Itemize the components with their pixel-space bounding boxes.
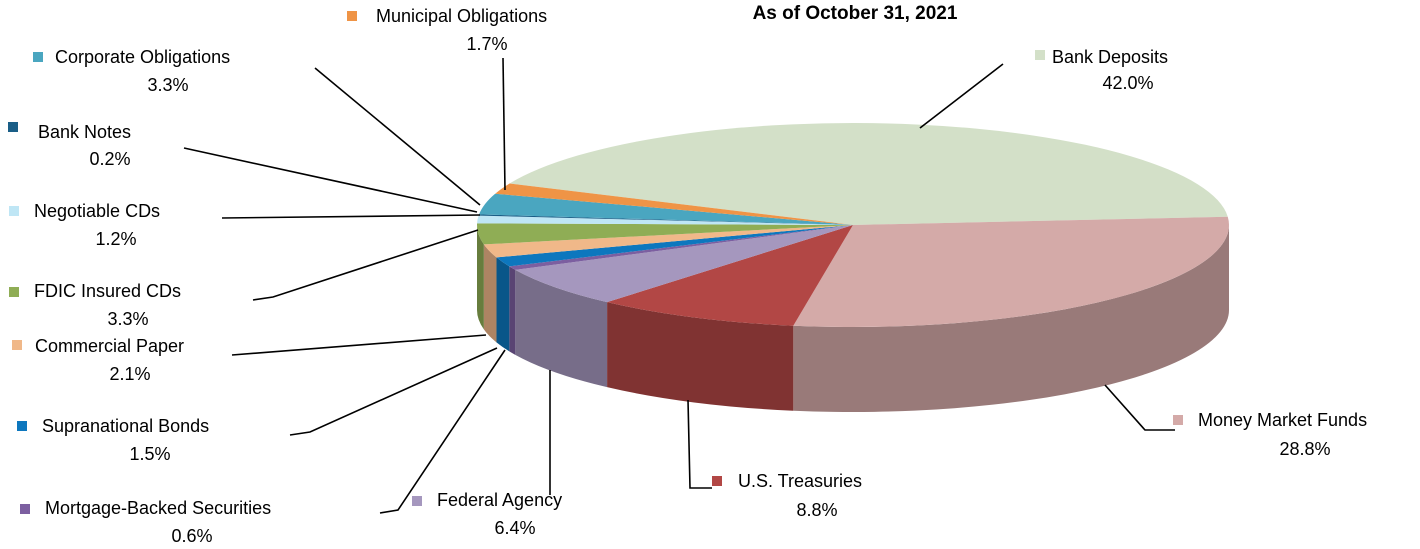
value-label: 0.6% — [171, 526, 212, 546]
pie-slice — [479, 193, 853, 225]
pie-side — [509, 266, 516, 355]
leader-line — [183, 147, 478, 213]
pie-slice — [515, 225, 853, 303]
pie-slice — [483, 225, 853, 258]
category-label: Money Market Funds — [1198, 410, 1367, 430]
value-label: 6.4% — [494, 518, 535, 538]
leader-line — [502, 57, 506, 191]
pie-side — [496, 257, 510, 352]
category-label: Commercial Paper — [35, 336, 184, 356]
leader-line — [687, 399, 712, 489]
category-label: FDIC Insured CDs — [34, 281, 181, 301]
value-label: 42.0% — [1102, 73, 1153, 93]
leader-line — [252, 229, 479, 301]
category-label: Negotiable CDs — [34, 201, 160, 221]
chart-title: As of October 31, 2021 — [753, 3, 958, 24]
value-label: 1.7% — [466, 34, 507, 54]
pie-slice — [509, 123, 1228, 225]
category-label: Mortgage-Backed Securities — [45, 498, 271, 518]
pie-slice — [477, 215, 853, 225]
label-swatch — [33, 52, 43, 62]
category-label: Federal Agency — [437, 490, 562, 510]
pie-side — [793, 225, 1229, 412]
leader-line — [919, 63, 1004, 129]
label-swatch — [9, 287, 19, 297]
pie-slice — [477, 223, 853, 245]
leader-line — [221, 214, 481, 219]
pie-slice — [496, 225, 853, 267]
pie-slice — [793, 216, 1229, 327]
leader-line — [379, 349, 506, 514]
label-swatch — [20, 504, 30, 514]
value-label: 8.8% — [796, 500, 837, 520]
pie-side — [607, 302, 794, 411]
leader-line — [231, 334, 487, 356]
leader-line — [289, 347, 498, 436]
value-label: 3.3% — [107, 309, 148, 329]
pie-slice — [495, 183, 853, 225]
pie-side — [477, 225, 484, 330]
value-label: 1.5% — [129, 444, 170, 464]
value-label: 28.8% — [1279, 439, 1330, 459]
leader-line — [314, 67, 481, 206]
value-label: 2.1% — [109, 364, 150, 384]
value-label: 0.2% — [89, 149, 130, 169]
category-label: U.S. Treasuries — [738, 471, 862, 491]
label-swatch — [8, 122, 18, 132]
label-swatch — [712, 476, 722, 486]
pie-slice — [478, 214, 853, 225]
pie-side — [515, 269, 608, 388]
category-label: Corporate Obligations — [55, 47, 230, 67]
category-label: Municipal Obligations — [376, 6, 547, 26]
value-label: 1.2% — [95, 229, 136, 249]
category-label: Bank Deposits — [1052, 47, 1168, 67]
label-swatch — [347, 11, 357, 21]
label-swatch — [12, 340, 22, 350]
category-label: Supranational Bonds — [42, 416, 209, 436]
pie-side — [483, 244, 497, 343]
label-swatch — [1035, 50, 1045, 60]
label-swatch — [17, 421, 27, 431]
category-label: Bank Notes — [38, 122, 131, 142]
label-swatch — [1173, 415, 1183, 425]
label-swatch — [412, 496, 422, 506]
pie-slice — [607, 225, 853, 326]
value-label: 3.3% — [147, 75, 188, 95]
label-swatch — [9, 206, 19, 216]
pie-slice — [509, 225, 853, 270]
leader-line — [1104, 384, 1175, 431]
